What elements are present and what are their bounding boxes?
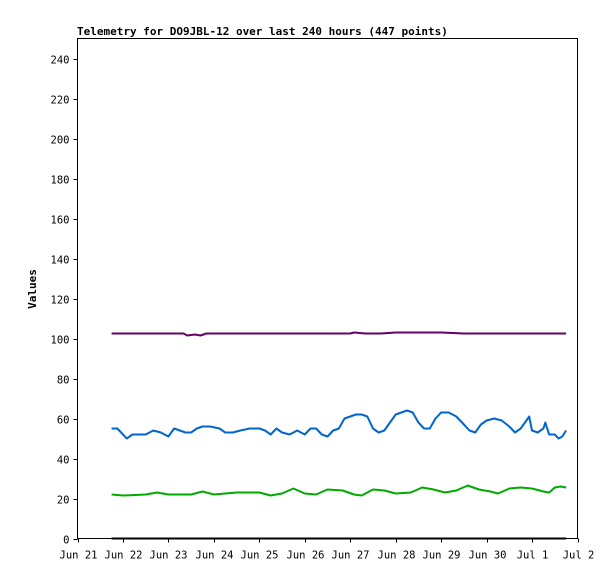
series-line-1: [111, 331, 567, 337]
series-line-3: [111, 484, 567, 497]
y-tick-label: 160: [51, 215, 70, 227]
y-tick-label: 120: [51, 295, 70, 307]
y-axis-label: Values: [26, 269, 39, 309]
x-tick-label: Jun 30: [469, 550, 507, 562]
series-line-2: [111, 409, 567, 440]
y-tick-label: 200: [51, 135, 70, 147]
y-tick-label: 180: [51, 175, 70, 187]
chart-title: Telemetry for DO9JBL-12 over last 240 ho…: [77, 25, 448, 38]
x-axis: Jun 21 Jun 22 Jun 23 Jun 24 Jun 25 Jun 26 Jun …: [60, 538, 595, 562]
series-layer: [111, 331, 567, 540]
x-tick-label: Jun 28: [378, 550, 416, 562]
y-tick-label: 40: [57, 455, 70, 467]
y-tick-label: 0: [63, 535, 69, 547]
x-tick-label: Jun 25: [241, 550, 279, 562]
y-tick-label: 60: [57, 415, 70, 427]
x-tick-label: Jun 24: [196, 550, 234, 562]
x-tick-label: Jun 22: [105, 550, 143, 562]
y-tick-label: 140: [51, 255, 70, 267]
x-tick-label: Jul 2: [563, 550, 595, 562]
x-tick-label: Jun 27: [332, 550, 370, 562]
x-tick-label: Jun 29: [423, 550, 461, 562]
y-tick-label: 20: [57, 495, 70, 507]
x-tick-label: Jun 26: [287, 550, 325, 562]
y-tick-label: 220: [51, 95, 70, 107]
y-tick-label: 80: [57, 375, 70, 387]
y-tick-label: 100: [51, 335, 70, 347]
y-tick-label: 240: [51, 55, 70, 67]
y-axis: 0 20 40 60 80 100 120 140 160 180 200 220 240: [51, 55, 78, 547]
x-tick-label: Jul 1: [517, 550, 549, 562]
x-tick-label: Jun 23: [150, 550, 188, 562]
x-tick-label: Jun 21: [60, 550, 98, 562]
